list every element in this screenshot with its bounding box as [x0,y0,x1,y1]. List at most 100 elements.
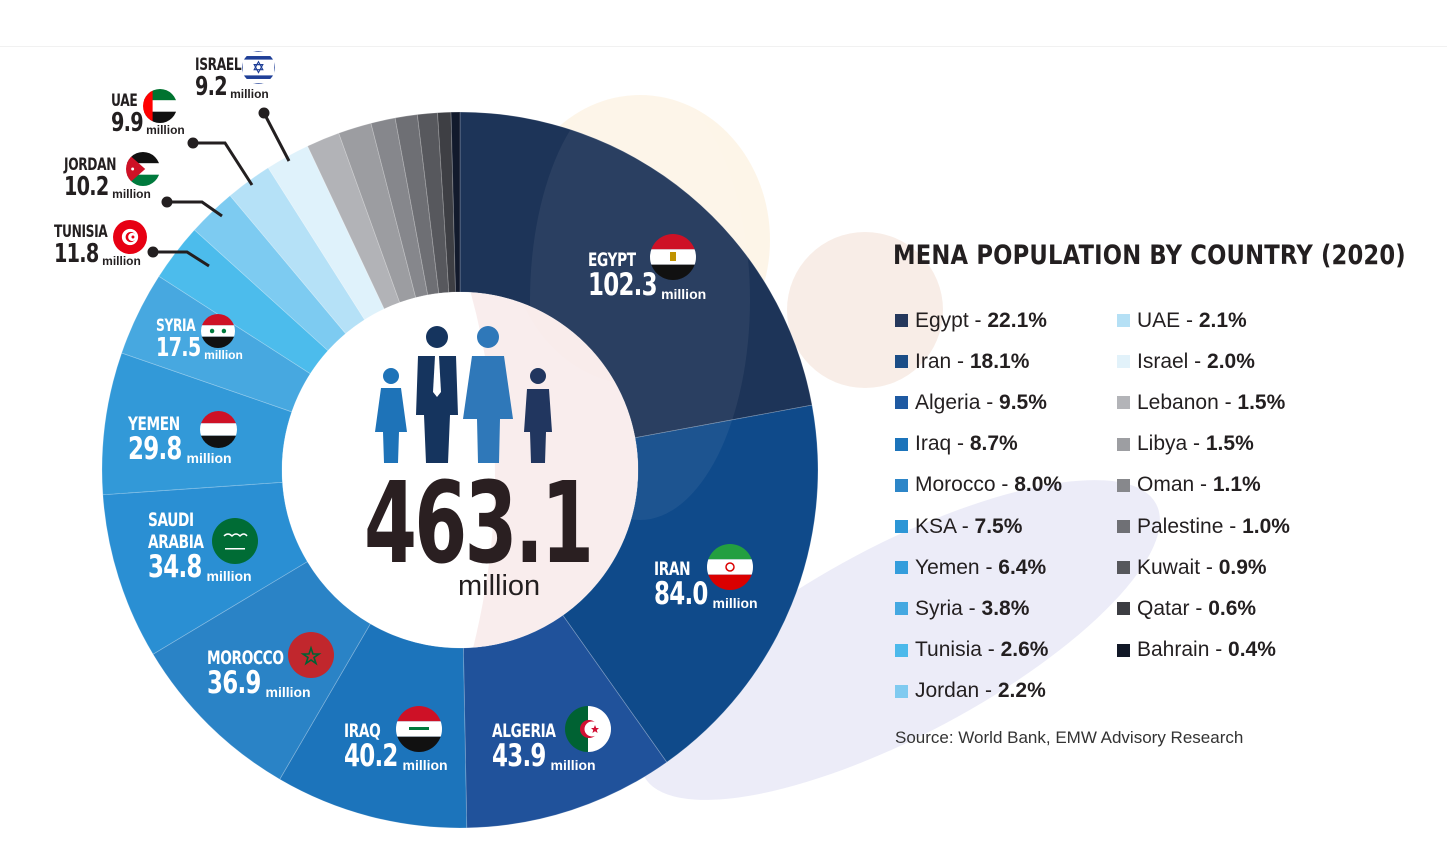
label-uae: UAE 9.9 million [111,91,185,138]
legend-right-column: UAE - 2.1% Israel - 2.0% Lebanon - 1.5% Lib… [1117,300,1290,671]
legend-label: Syria - [915,596,982,620]
legend-percent: 2.6% [1000,638,1049,662]
label-morocco: MOROCCO 36.9 million [207,647,311,701]
legend-percent: 2.2% [997,679,1046,703]
legend-label: Algeria - [915,390,1000,414]
flag-israel-icon [242,51,275,84]
flag-saudi-arabia-icon [212,518,258,564]
label-syria: SYRIA 17.5 million [156,316,243,363]
legend-percent: 2.0% [1207,349,1255,373]
label-jordan: JORDAN 10.2 million [64,155,151,202]
legend-swatch [1117,437,1130,451]
top-band [0,0,1447,47]
legend-percent: 22.1% [987,308,1047,332]
legend-item: Tunisia - 2.6% [895,630,1062,671]
label-iraq: IRAQ 40.2 million [344,720,448,774]
people-group-icon [375,326,552,463]
legend-swatch [1117,478,1130,492]
total-unit: million [458,570,541,602]
legend-label: Palestine - [1137,514,1243,538]
legend-label: Jordan - [915,679,998,703]
legend-label: Israel - [1137,349,1208,373]
legend-percent: 0.6% [1208,596,1257,620]
legend-swatch [1117,602,1130,616]
flag-algeria-icon [565,706,611,752]
legend-item: Egypt - 22.1% [895,300,1062,341]
legend-label: UAE - [1137,308,1199,332]
legend-swatch [1117,561,1130,575]
legend-item: Syria - 3.8% [895,588,1062,629]
legend-swatch [895,561,908,575]
legend-label: Kuwait - [1137,555,1219,579]
flag-tunisia-icon [113,220,147,254]
legend-item: Qatar - 0.6% [1117,588,1290,629]
legend-percent: 0.4% [1228,638,1276,662]
source-note: Source: World Bank, EMW Advisory Researc… [895,728,1244,747]
legend-item: Iraq - 8.7% [895,424,1062,465]
legend-item: Oman - 1.1% [1117,465,1290,506]
legend-item: Jordan - 2.2% [895,671,1062,712]
flag-iraq-icon [396,706,442,752]
legend-item: Yemen - 6.4% [895,547,1062,588]
flag-syria-icon [201,314,235,348]
legend-swatch [895,478,908,492]
legend-percent: 7.5% [974,514,1023,538]
legend-swatch [895,437,908,451]
legend-label: Morocco - [915,473,1015,497]
legend-title: MENA POPULATION BY COUNTRY (2020) [893,240,1406,271]
label-tunisia: TUNISIA 11.8 million [54,222,141,269]
legend-left-column: Egypt - 22.1% Iran - 18.1% Algeria - 9.5% I… [895,300,1062,712]
legend-label: Tunisia - [915,638,1001,662]
flag-egypt-icon [650,234,696,280]
legend-label: KSA - [915,514,975,538]
legend-percent: 1.5% [1205,432,1254,456]
label-saudi-arabia: SAUDI ARABIA 34.8 million [148,509,252,585]
label-algeria: ALGERIA 43.9 million [492,720,596,774]
legend-item: Morocco - 8.0% [895,465,1062,506]
legend-percent: 9.5% [999,390,1047,414]
total-value: 463.1 [364,459,594,589]
legend-percent: 1.1% [1212,473,1261,497]
legend-label: Iran - [915,349,970,373]
legend-swatch [895,684,908,698]
legend-percent: 6.4% [998,555,1047,579]
legend-swatch [1117,314,1130,328]
flag-morocco-icon [288,632,334,678]
label-egypt: EGYPT 102.3 million [588,249,707,303]
legend-percent: 8.0% [1014,473,1063,497]
legend-label: Lebanon - [1137,390,1238,414]
legend-swatch [895,602,908,616]
legend-item: Lebanon - 1.5% [1117,382,1290,423]
legend-swatch [1117,355,1130,369]
legend-percent: 3.8% [981,596,1030,620]
legend-item: Kuwait - 0.9% [1117,547,1290,588]
legend-item: Algeria - 9.5% [895,382,1062,423]
label-yemen: YEMEN 29.8 million [128,413,232,467]
legend-item: KSA - 7.5% [895,506,1062,547]
legend-label: Oman - [1137,473,1213,497]
legend-percent: 2.1% [1198,308,1247,332]
legend-item: Libya - 1.5% [1117,424,1290,465]
flag-jordan-icon [126,152,160,186]
legend-item: Israel - 2.0% [1117,341,1290,382]
legend-label: Bahrain - [1137,638,1229,662]
legend-swatch [1117,643,1130,657]
legend-swatch [895,396,908,410]
legend-label: Iraq - [915,432,970,456]
flag-uae-icon [143,89,177,123]
legend-swatch [895,520,908,534]
legend-percent: 0.9% [1218,555,1267,579]
legend-swatch [895,643,908,657]
label-israel: ISRAEL 9.2 million [195,55,269,102]
flag-iran-icon [707,544,753,590]
legend-item: Bahrain - 0.4% [1117,630,1290,671]
legend-swatch [895,355,908,369]
flag-yemen-icon [200,411,237,448]
legend-swatch [1117,396,1130,410]
legend-item: Iran - 18.1% [895,341,1062,382]
legend-swatch [1117,520,1130,534]
legend-swatch [895,314,908,328]
legend-label: Libya - [1137,432,1206,456]
